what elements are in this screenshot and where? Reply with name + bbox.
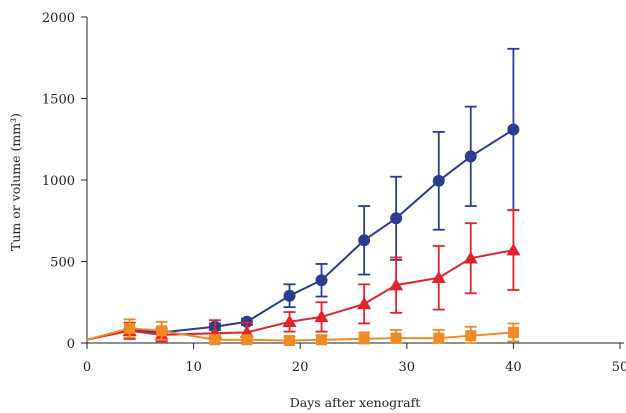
data-point <box>284 335 296 347</box>
data-point <box>464 150 477 163</box>
data-point <box>507 326 519 338</box>
data-point <box>463 251 478 264</box>
y-tick-label: 1000 <box>42 174 75 189</box>
data-point <box>316 334 328 346</box>
series-line <box>86 249 514 341</box>
data-point <box>124 322 136 334</box>
data-point <box>465 330 477 342</box>
data-point <box>506 243 521 256</box>
data-point <box>390 332 402 344</box>
axes <box>86 17 624 344</box>
data-point <box>209 334 221 346</box>
data-point <box>314 309 329 323</box>
y-tick-label: 0 <box>67 337 75 352</box>
y-tick-label: 1500 <box>42 93 75 108</box>
series-triangle <box>86 209 521 344</box>
data-point <box>156 325 168 337</box>
series-circle <box>86 47 520 341</box>
data-point <box>282 314 297 328</box>
x-tick-label: 50 <box>612 360 626 375</box>
data-point <box>283 289 296 302</box>
data-point <box>241 334 253 346</box>
x-axis-title: Days after xenograft <box>290 395 420 410</box>
x-tick-label: 40 <box>505 360 522 375</box>
x-tick-label: 0 <box>83 360 91 375</box>
y-axis-title: Tum or volume (mm³) <box>8 113 23 251</box>
x-tick-label: 30 <box>399 360 416 375</box>
series-line <box>86 128 514 341</box>
data-point <box>507 123 520 136</box>
y-tick-label: 500 <box>50 256 75 271</box>
data-point <box>357 296 372 310</box>
y-ticks: 0 500 1000 1500 2000 <box>42 11 87 352</box>
x-tick-label: 10 <box>185 360 202 375</box>
series-square <box>86 318 520 347</box>
data-point <box>390 212 403 225</box>
data-point <box>432 174 445 187</box>
data-point <box>389 278 404 291</box>
data-point <box>358 234 371 247</box>
data-point <box>358 333 370 345</box>
data-point <box>315 274 328 287</box>
data-point <box>433 332 445 344</box>
plot-series <box>86 47 521 347</box>
x-ticks: 0 10 20 30 40 50 <box>83 343 626 375</box>
x-tick-label: 20 <box>292 360 309 375</box>
y-tick-label: 2000 <box>42 11 75 26</box>
data-point <box>431 270 446 284</box>
